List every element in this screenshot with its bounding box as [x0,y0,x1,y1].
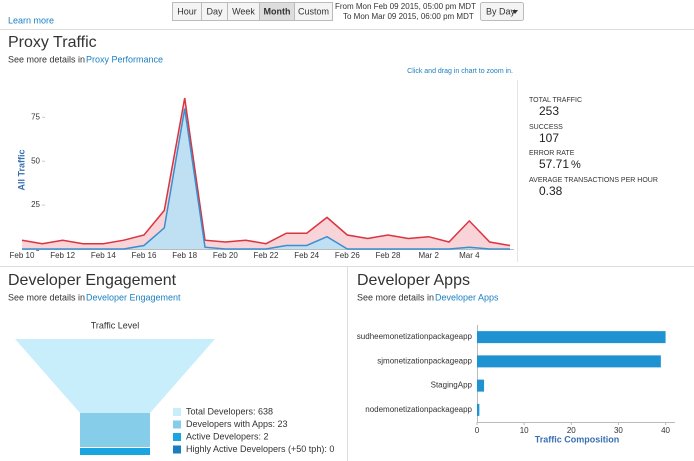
funnel-title: Traffic Level [91,320,140,330]
series-line [22,108,510,250]
stat-label: TOTAL TRAFFIC [529,97,582,104]
funnel-bottom [80,448,150,455]
bar [477,403,480,416]
zoom-hint: Click and drag in chart to zoom in. [407,68,513,75]
bar [477,379,485,392]
legend-label: Highly Active Developers (+50 tph): 0 [186,444,334,454]
from-date: From Mon Feb 09 2015, 05:00 pm MDT [335,2,476,11]
x-tick-label: Feb 26 [335,251,360,260]
legend-swatch [173,445,181,454]
x-tick-label: Feb 10 [10,251,35,260]
x-tick-label: Feb 14 [91,251,116,260]
stat-value: 0.38 [539,184,563,198]
learn-more-link[interactable]: Learn more [8,15,54,25]
section-title: Developer Engagement [8,272,177,289]
y-axis-label: All Traffic [16,149,26,190]
x-tick-label: Mar 2 [418,251,439,260]
legend-swatch [173,420,181,429]
funnel-legend: Total Developers: 638 Developers with App… [173,406,334,454]
stat-label: AVERAGE TRANSACTIONS PER HOUR [529,177,658,184]
funnel-middle [80,413,150,447]
y-tick-label: nodemonetizationpackageapp [365,405,472,414]
stat-label: SUCCESS [529,124,563,131]
range-button-label[interactable]: Custom [298,6,329,16]
legend-swatch [173,408,181,416]
stat-unit: % [571,159,581,171]
range-button-label[interactable]: Day [206,6,223,16]
group-by-dropdown[interactable] [480,2,524,21]
y-tick-label: 75 [31,112,40,121]
range-buttons: Hour Day Week Month Custom [172,2,333,21]
x-tick-label: 0 [475,426,480,435]
details-text: See more details in [8,292,85,302]
x-tick-label: 10 [520,426,529,435]
range-button[interactable] [294,2,333,21]
y-tick-label: sjmonetizationpackageapp [377,356,472,365]
x-axis-label: Traffic Composition [535,434,620,444]
section-title: Proxy Traffic [8,34,97,51]
x-tick-label: Feb 20 [213,251,238,260]
x-tick-label: Mar 4 [459,251,480,260]
x-tick-label: 40 [661,426,670,435]
range-button-label[interactable]: Hour [177,6,197,16]
section-title: Developer Apps [357,272,470,289]
x-tick-label: Feb 28 [376,251,401,260]
funnel-top [15,339,215,413]
to-date: To Mon Mar 09 2015, 06:00 pm MDT [343,12,474,21]
series-area [22,98,510,249]
y-tick-label: StagingApp [431,381,473,390]
stat-value: 107 [539,131,559,145]
series-line [21,97,511,247]
legend-swatch [173,433,181,441]
details-text: See more details in [8,54,85,64]
range-button-label[interactable]: Week [232,6,255,16]
x-tick-label: 30 [614,426,623,435]
details-link[interactable]: Developer Engagement [86,292,181,302]
details-link[interactable]: Proxy Performance [86,54,163,64]
x-tick-label: 20 [567,426,576,435]
x-tick-label: Feb 18 [172,251,197,260]
y-tick-label: 50 [31,156,40,165]
stat-value: 253 [539,104,559,118]
group-by-label[interactable]: By Day [486,6,516,16]
dropdown-caret [512,10,518,14]
stat-label: ERROR RATE [529,150,575,157]
y-tick-label: sudheemonetizationpackageapp [357,332,473,341]
x-tick-label: Feb 16 [132,251,157,260]
x-tick-label: Feb 24 [294,251,319,260]
x-tick-label: Feb 22 [254,251,279,260]
legend-label: Developers with Apps: 23 [186,419,288,429]
bar [477,331,666,344]
stat-value: 57.71 [539,157,569,171]
legend-label: Total Developers: 638 [186,406,273,416]
legend-label: Active Developers: 2 [186,431,269,441]
range-button-label[interactable]: Month [264,6,291,16]
details-text: See more details in [357,292,434,302]
details-link[interactable]: Developer Apps [435,292,499,302]
bar [477,355,661,368]
y-tick-label: 25 [31,200,40,209]
x-tick-label: Feb 12 [50,251,75,260]
